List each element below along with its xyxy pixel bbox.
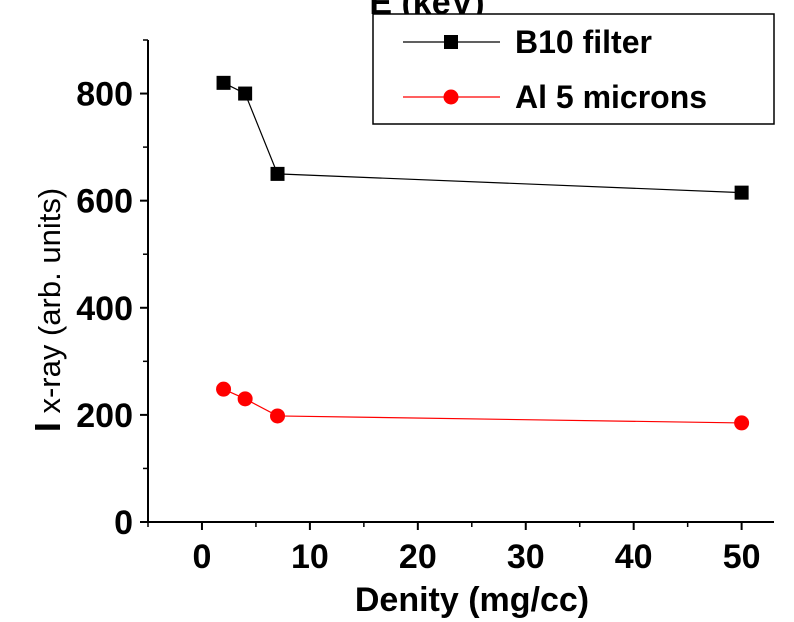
series-layer [216,75,750,431]
series-line [223,388,742,424]
data-point [734,185,749,200]
data-point [216,381,232,397]
series-line [223,82,742,194]
y-axis-title: I x-ray (arb. units) [27,188,68,432]
series-1 [216,75,749,200]
legend: B10 filter Al 5 microns [372,13,775,125]
axes [147,40,774,523]
data-point [270,408,286,424]
series-2 [216,381,750,431]
x-ticks: 0 10 20 30 40 50 [147,522,761,576]
x-tick-label: 50 [723,538,761,576]
data-point [237,391,253,407]
x-tick-label: 0 [193,538,212,576]
legend-marker [444,35,458,49]
legend-box [372,13,775,125]
y-tick-label: 600 [76,183,133,221]
y-tick-label: 400 [76,290,133,328]
x-axis-title: Denity (mg/cc) [355,581,589,619]
data-point [216,75,231,90]
data-point [270,166,285,181]
y-axis-title-rest: x-ray (arb. units) [32,188,67,422]
data-point [734,415,750,431]
legend-label: Al 5 microns [515,79,707,115]
y-tick-label: 800 [76,76,133,114]
legend-item: B10 filter [403,24,652,60]
y-tick-label: 200 [76,397,133,435]
y-ticks: 0 200 400 600 800 [76,39,148,542]
x-tick-label: 40 [615,538,653,576]
y-tick-label: 0 [114,504,133,542]
legend-marker [443,89,459,105]
x-tick-label: 20 [399,538,437,576]
y-axis-title-main: I [27,422,68,432]
legend-items: B10 filter Al 5 microns [403,24,707,115]
x-tick-label: 30 [507,538,545,576]
x-tick-label: 10 [291,538,329,576]
legend-label: B10 filter [515,24,652,60]
legend-item: Al 5 microns [403,79,707,115]
data-point [238,86,253,101]
